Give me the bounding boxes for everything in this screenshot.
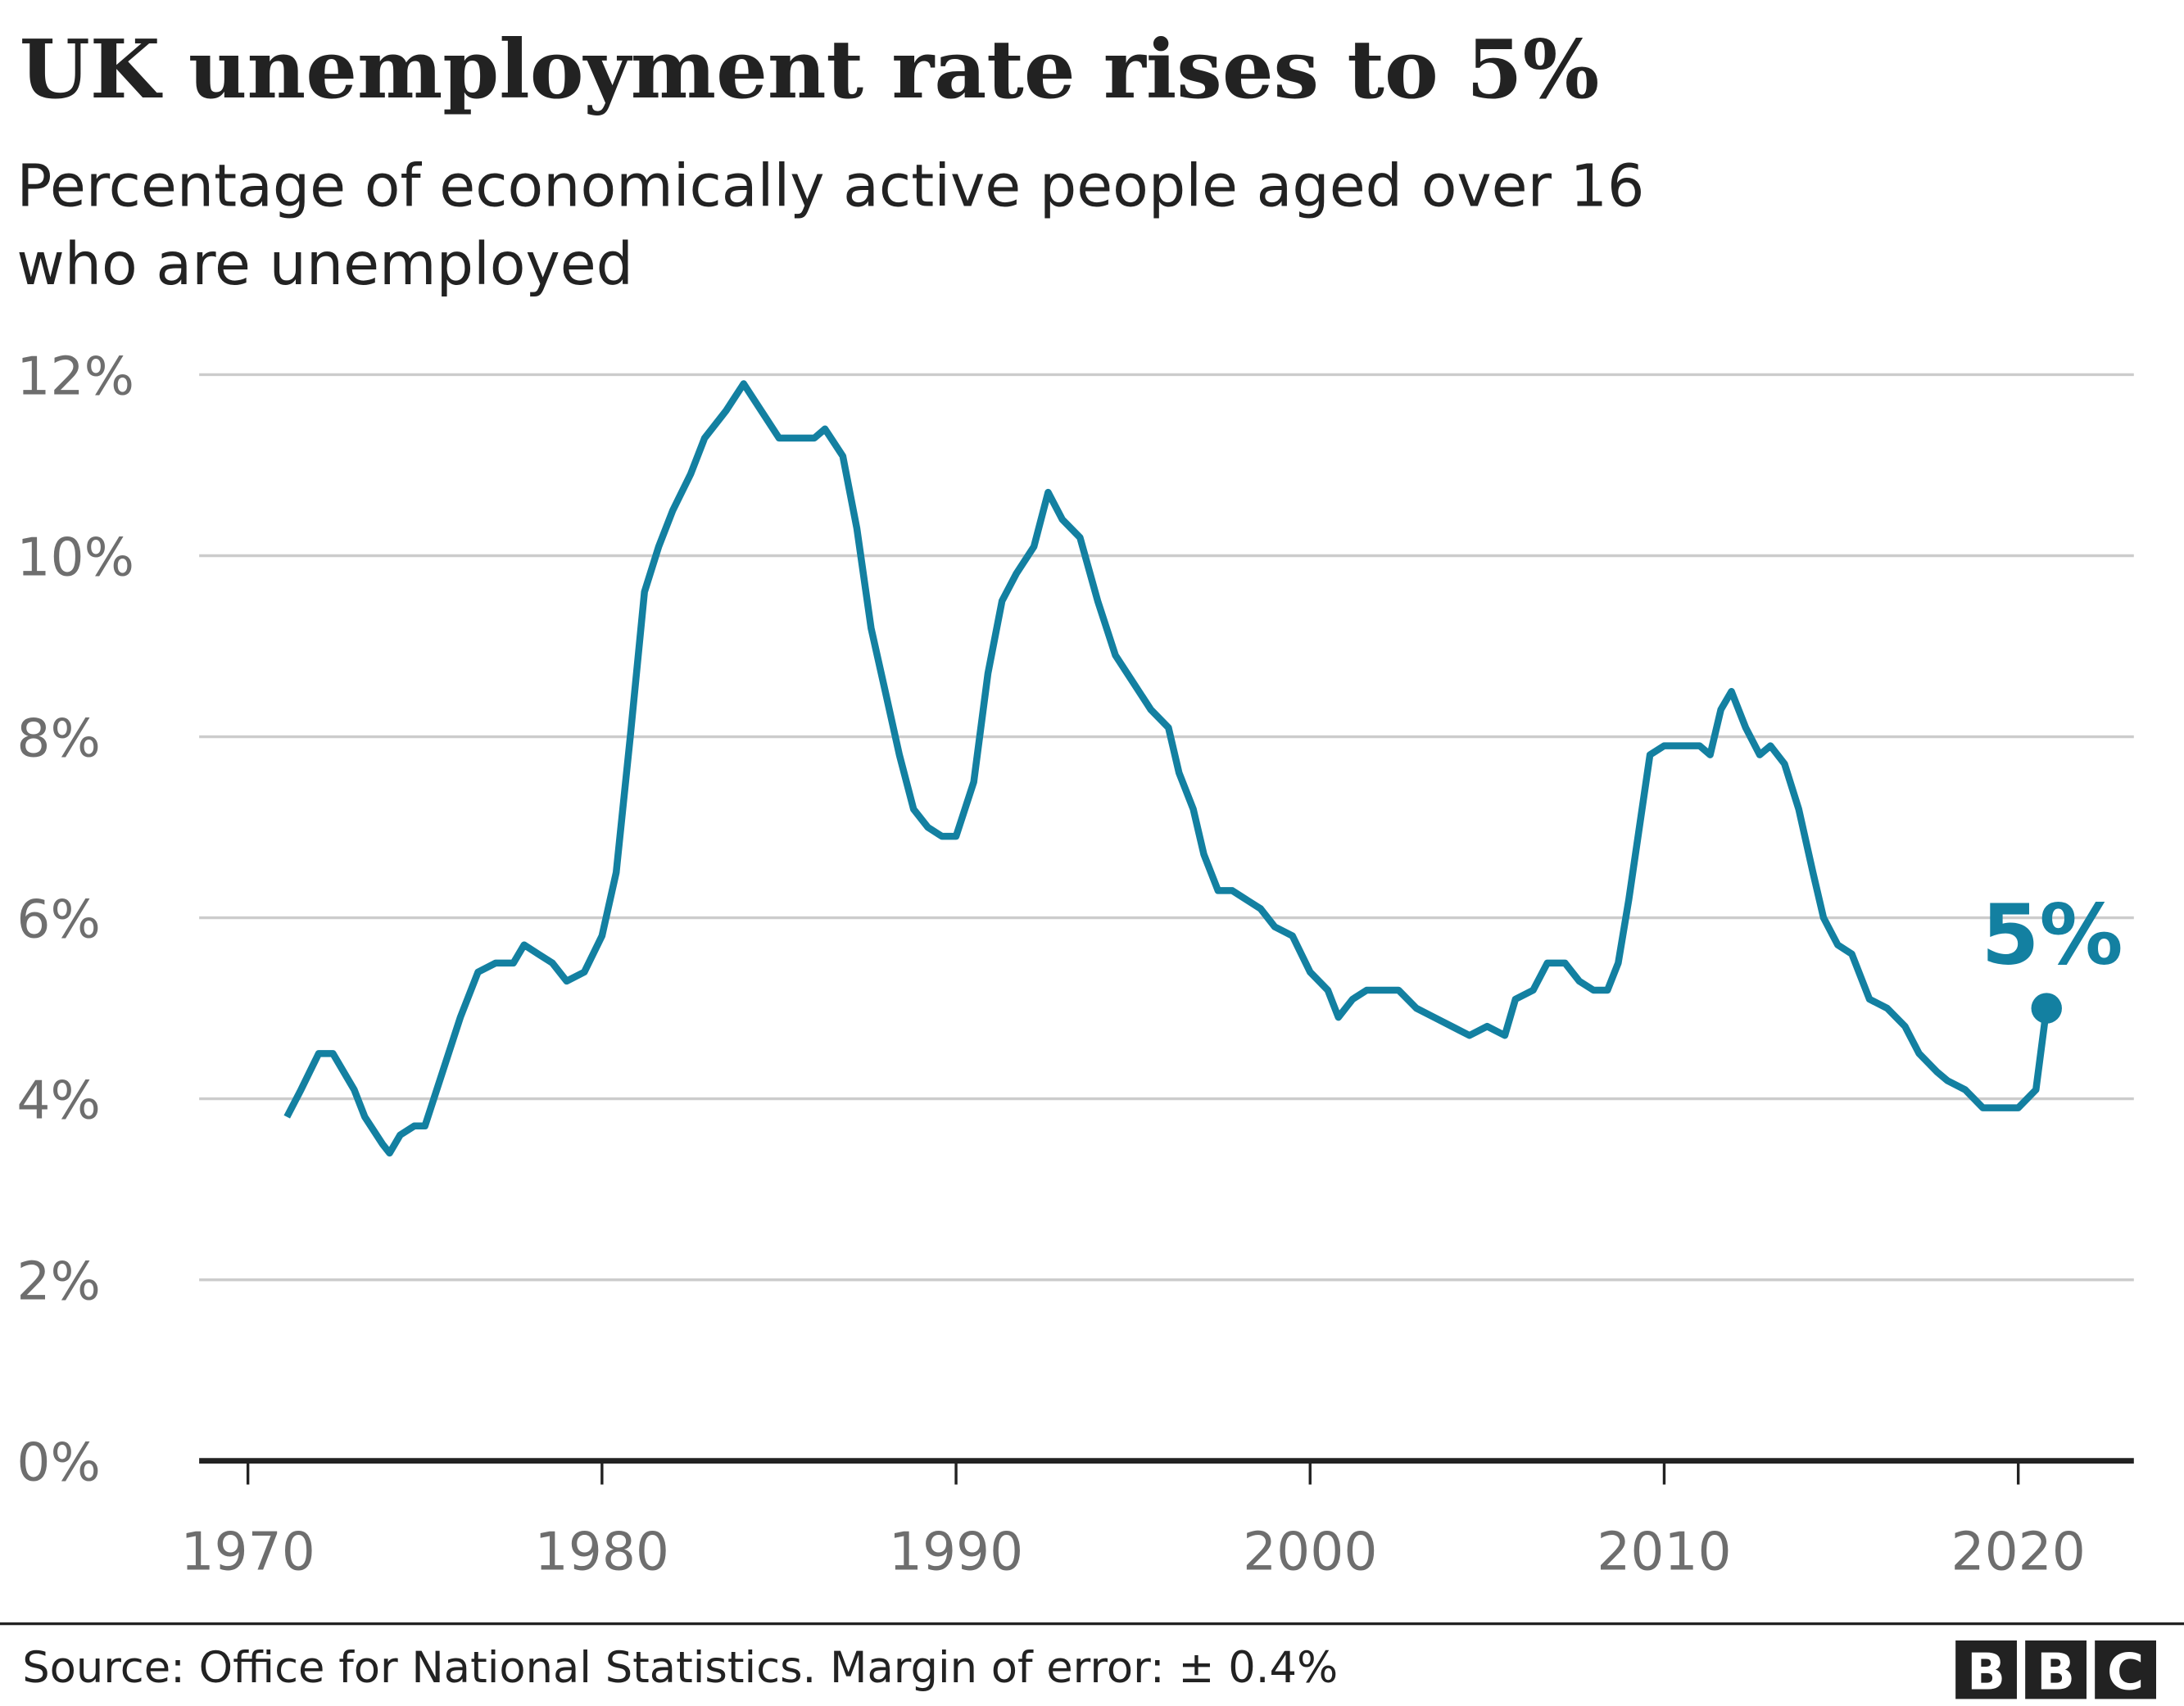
y-tick-label: 12% [16,346,134,407]
gridlines [199,373,2134,1282]
chart-subtitle-line-2: who are unemployed [16,230,633,298]
y-axis: 0% 2% 4% 6% 8% 10% 12% [16,346,134,1493]
y-tick-label: 10% [16,527,134,588]
x-tick-label: 1970 [180,1521,315,1582]
x-tick-label: 2020 [1951,1521,2085,1582]
logo-letter: C [2107,1644,2144,1702]
series-layer: 5% [283,380,2123,1157]
source-note: Source: Office for National Statistics. … [22,1643,1338,1693]
x-axis: 1970 1980 1990 2000 2010 2020 [180,1458,2134,1582]
annotation-label: 5% [1981,887,2123,984]
logo-block [1955,1640,2017,1699]
logo-letter: B [2037,1644,2075,1702]
y-tick-label: 8% [16,708,100,769]
x-tick-label: 2000 [1243,1521,1377,1582]
chart-subtitle-line-1: Percentage of economically active people… [16,152,1644,220]
logo-block [2025,1640,2087,1699]
y-tick-label: 2% [16,1251,100,1312]
chart-title: UK unemployment rate rises to 5% [20,22,1600,117]
logo-block [2095,1640,2156,1699]
y-tick-label: 6% [16,889,100,950]
logo-letter: B [1967,1644,2005,1702]
x-tick-label: 2010 [1597,1521,1731,1582]
x-tick-label: 1990 [889,1521,1023,1582]
series-line [283,380,2050,1157]
x-tick-label: 1980 [535,1521,669,1582]
annotation-point [2031,993,2062,1024]
y-tick-label: 4% [16,1070,100,1131]
y-tick-label: 0% [16,1432,100,1493]
